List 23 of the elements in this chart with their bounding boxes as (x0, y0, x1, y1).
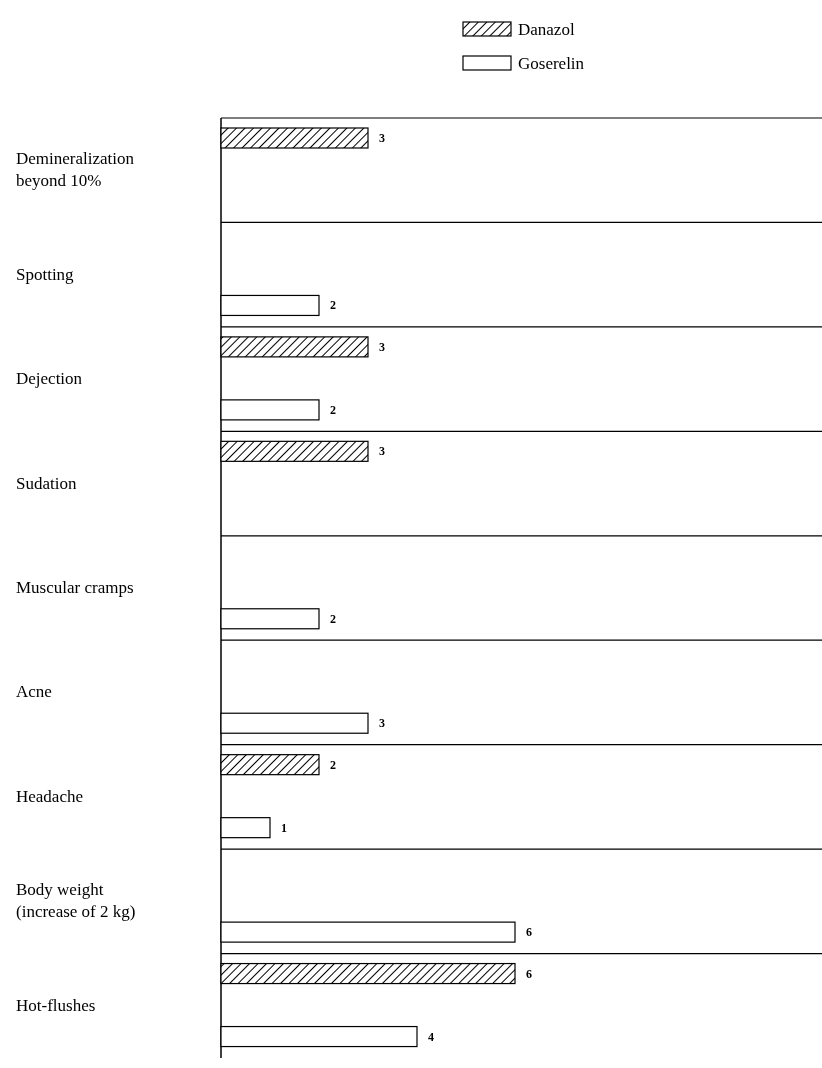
y-tick-label: Muscular cramps (16, 578, 134, 597)
y-tick-label: Acne (16, 682, 52, 702)
data-label: 3 (379, 131, 385, 145)
data-label: 3 (379, 339, 385, 354)
data-label: 2 (330, 611, 336, 626)
data-label: 2 (330, 402, 336, 417)
data-label: 6 (526, 966, 532, 981)
data-label: 3 (379, 716, 385, 731)
legend-label: Goserelin (518, 54, 585, 73)
y-tick-label: Sudation (16, 473, 77, 493)
data-label: 4 (428, 1029, 434, 1044)
y-tick-label: Hot-flushes (16, 995, 96, 1015)
y-tick-label: Body weight (increase of 2 kg) (16, 880, 136, 922)
data-label: 2 (330, 298, 336, 313)
y-tick-label: Dejection (16, 369, 83, 389)
y-tick-label: Spotting (16, 264, 75, 284)
y-tick-label: Headache (16, 786, 84, 806)
legend-label: Danazol (518, 20, 575, 39)
data-label: 3 (379, 444, 385, 459)
data-label: 1 (281, 820, 287, 835)
y-tick-label: Demineralization beyond 10% (16, 149, 135, 191)
data-label: 6 (526, 925, 532, 940)
data-label: 2 (330, 757, 336, 772)
